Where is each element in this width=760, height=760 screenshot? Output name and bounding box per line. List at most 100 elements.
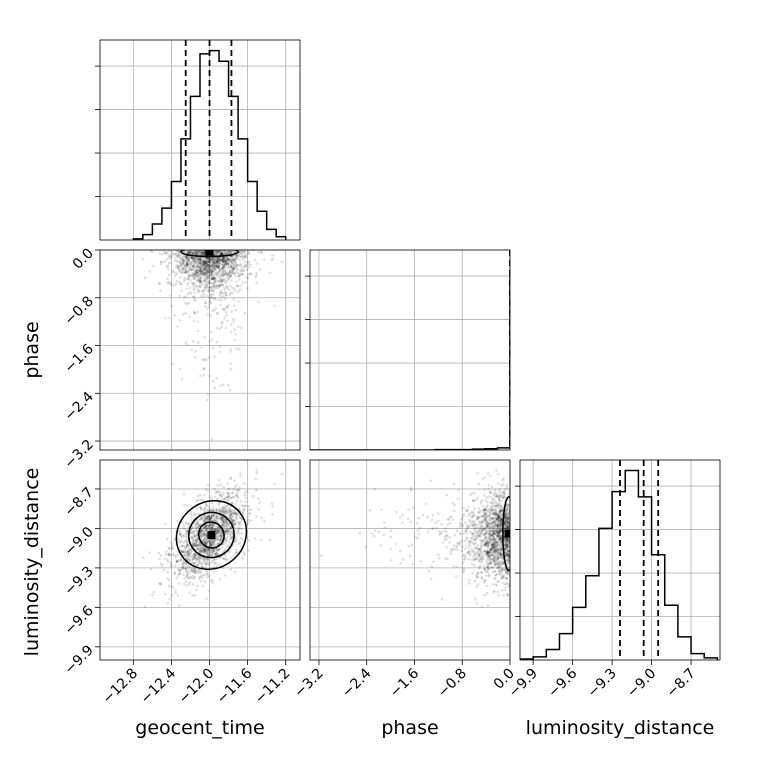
panel-geocent-time-vs-phase-point-967 — [226, 252, 230, 256]
panel-geocent-time-vs-phase-point-1122 — [221, 259, 224, 262]
panel-phase-vs-luminosity-distance-point-512 — [493, 539, 496, 543]
panel-geocent-time-vs-phase-point-281 — [215, 264, 219, 268]
panel-phase-vs-luminosity-distance-point-703 — [504, 576, 508, 580]
panel-geocent-time-vs-phase-point-867 — [215, 260, 219, 263]
panel-phase-vs-luminosity-distance-point-297 — [487, 483, 491, 487]
panel-phase-vs-luminosity-distance-point-880 — [495, 540, 499, 544]
xlabel-phase: phase — [381, 717, 438, 739]
panel-geocent-time-vs-luminosity-distance-point-221 — [225, 511, 229, 514]
panel-geocent-time-vs-phase-point-250 — [234, 258, 237, 261]
panel-geocent-time-vs-phase-point-919 — [208, 258, 212, 262]
panel-geocent-time-vs-phase-point-1375 — [219, 272, 223, 276]
panel-geocent-time-vs-phase-point-45 — [258, 268, 262, 271]
panel-phase-vs-luminosity-distance-point-1002 — [504, 551, 508, 555]
panel-geocent-time-vs-phase-point-1432 — [228, 270, 231, 273]
panel-phase-vs-luminosity-distance-point-834 — [480, 530, 483, 534]
panel-geocent-time-vs-phase-point-1352 — [211, 277, 214, 281]
panel-geocent-time-vs-luminosity-distance-point-251 — [233, 554, 236, 558]
panel-geocent-time-vs-luminosity-distance-point-199 — [191, 558, 194, 562]
panel-geocent-time-vs-phase-point-220 — [228, 268, 232, 271]
panel-phase-vs-luminosity-distance-point-1266 — [491, 583, 495, 586]
panel-phase-vs-luminosity-distance-point-1401 — [507, 538, 510, 541]
panel-geocent-time-vs-luminosity-distance-point-995 — [186, 522, 189, 525]
panel-geocent-time-vs-phase-point-1284 — [195, 252, 199, 256]
panel-phase-vs-luminosity-distance-point-524 — [500, 553, 503, 556]
panel-geocent-time-vs-luminosity-distance-point-783 — [148, 551, 151, 555]
panel-geocent-time-vs-luminosity-distance-point-887 — [204, 547, 208, 550]
panel-phase-vs-luminosity-distance-point-433 — [499, 521, 502, 524]
panel-geocent-time-vs-phase-point-453 — [172, 283, 175, 287]
panel-geocent-time-vs-phase-point-1144 — [232, 267, 235, 271]
panel-phase-vs-luminosity-distance-point-929 — [490, 516, 494, 520]
panel-geocent-time-vs-luminosity-distance-point-791 — [224, 530, 227, 533]
panel-geocent-time-vs-luminosity-distance-point-652 — [233, 522, 236, 526]
panel-geocent-time-vs-luminosity-distance-point-538 — [227, 526, 230, 530]
panel-phase-vs-luminosity-distance-point-1352 — [479, 509, 483, 512]
panel-geocent-time-vs-luminosity-distance-point-351 — [215, 551, 219, 555]
panel-phase-vs-luminosity-distance-point-1316 — [506, 505, 510, 509]
panel-geocent-time-vs-phase-point-365 — [232, 272, 235, 275]
panel-phase-vs-luminosity-distance-point-410 — [487, 573, 491, 577]
panel-geocent-time-vs-phase-point-140 — [209, 265, 213, 269]
panel-phase-vs-luminosity-distance-point-944 — [489, 548, 492, 552]
panel-phase-vs-luminosity-distance-point-1215 — [436, 512, 440, 515]
panel-geocent-time-vs-luminosity-distance-point-1084 — [186, 564, 189, 568]
panel-phase-vs-luminosity-distance-point-908 — [498, 525, 501, 528]
panel-geocent-time-vs-luminosity-distance-point-1028 — [178, 529, 182, 533]
panel-geocent-time-vs-phase-point-233 — [236, 267, 239, 271]
panel-phase-vs-luminosity-distance-point-407 — [496, 580, 499, 583]
panel-phase-vs-luminosity-distance-point-1051 — [466, 551, 470, 554]
panel-phase-vs-luminosity-distance-point-1371 — [507, 541, 510, 545]
panel-phase-vs-luminosity-distance-point-298 — [431, 527, 435, 530]
panel-geocent-time-vs-luminosity-distance-point-350 — [225, 529, 228, 533]
panel-phase-vs-luminosity-distance-point-64 — [472, 499, 476, 502]
panel-geocent-time-vs-luminosity-distance-point-1025 — [183, 568, 187, 571]
panel-geocent-time-vs-luminosity-distance-point-439 — [232, 519, 235, 522]
panel-geocent-time-vs-phase-point-244 — [205, 277, 208, 280]
panel-phase-vs-luminosity-distance-point-497 — [503, 542, 507, 546]
panel-geocent-time-vs-phase-point-15 — [177, 250, 181, 253]
panel-geocent-time-vs-luminosity-distance-point-1105 — [222, 520, 226, 524]
panel-phase-vs-luminosity-distance-point-728 — [458, 543, 461, 546]
panel-phase-vs-luminosity-distance-point-897 — [477, 522, 481, 526]
panel-geocent-time-vs-luminosity-distance-point-2 — [210, 525, 213, 529]
panel-phase-vs-luminosity-distance-point-1366 — [490, 543, 494, 546]
panel-geocent-time-vs-luminosity-distance-point-467 — [210, 527, 214, 530]
panel-geocent-time-vs-luminosity-distance-point-743 — [195, 544, 199, 548]
panel-geocent-time-vs-phase-point-67 — [208, 281, 212, 285]
panel-geocent-time-vs-luminosity-distance-point-940 — [176, 541, 180, 544]
panel-geocent-time-vs-phase-point-905 — [208, 273, 211, 276]
panel-phase-vs-luminosity-distance-point-134 — [495, 518, 499, 522]
panel-phase-vs-luminosity-distance-point-69 — [472, 499, 475, 502]
panel-geocent-time-vs-phase-point-436 — [233, 338, 237, 342]
panel-phase-vs-luminosity-distance-point-469 — [485, 584, 489, 588]
panel-geocent-time-vs-luminosity-distance-point-1431 — [211, 541, 215, 544]
panel-geocent-time-vs-phase-point-917 — [191, 252, 194, 255]
panel-geocent-time-vs-luminosity-distance-point-990 — [198, 541, 201, 545]
panel-geocent-time-vs-luminosity-distance-point-1367 — [230, 514, 234, 518]
panel-phase-vs-luminosity-distance-point-636 — [506, 516, 510, 520]
panel-geocent-time-vs-phase-point-864 — [221, 270, 225, 273]
panel-phase-vs-luminosity-distance-point-502 — [506, 527, 510, 531]
panel-geocent-time-vs-luminosity-distance-point-630 — [226, 529, 230, 533]
panel-geocent-time-vs-phase-point-371 — [193, 277, 197, 280]
panel-geocent-time-vs-phase-point-1035 — [220, 253, 223, 256]
panel-geocent-time-vs-luminosity-distance-point-955 — [184, 539, 187, 542]
panel-geocent-time-vs-luminosity-distance-point-225 — [202, 540, 205, 544]
panel-phase-vs-luminosity-distance-point-308 — [506, 538, 510, 542]
panel-phase-vs-luminosity-distance-point-57 — [479, 502, 483, 505]
panel-phase-vs-luminosity-distance-point-662 — [492, 553, 496, 557]
panel-geocent-time-vs-phase-point-983 — [205, 274, 209, 278]
panel-geocent-time-vs-luminosity-distance-point-644 — [182, 545, 185, 548]
panel-phase-vs-luminosity-distance-point-440 — [500, 517, 503, 521]
panel-geocent-time-vs-luminosity-distance-point-1265 — [212, 549, 216, 552]
panel-geocent-time-vs-luminosity-distance-point-1400 — [196, 569, 200, 573]
panel-phase-vs-luminosity-distance-point-402 — [477, 582, 480, 586]
panel-geocent-time-vs-phase-point-428 — [216, 250, 219, 253]
panel-geocent-time-vs-phase-point-1365 — [191, 339, 195, 343]
panel-geocent-time-vs-luminosity-distance-point-543 — [211, 528, 214, 532]
panel-geocent-time-vs-luminosity-distance-point-1126 — [215, 535, 219, 538]
panel-phase-vs-luminosity-distance-point-698 — [502, 477, 505, 480]
panel-geocent-time-vs-phase-point-597 — [182, 250, 185, 254]
panel-phase-vs-luminosity-distance-point-958 — [497, 528, 501, 532]
